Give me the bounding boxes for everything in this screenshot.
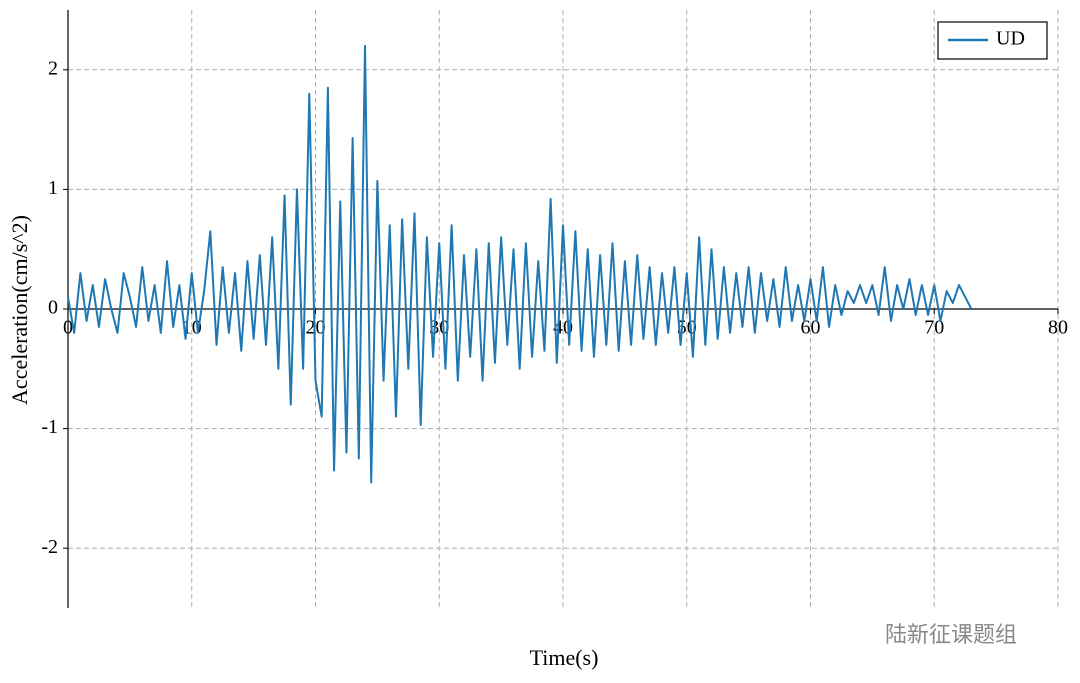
x-tick-label: 70 (924, 317, 944, 339)
y-tick-label: 0 (48, 297, 58, 319)
y-tick-label: -1 (41, 416, 58, 438)
line (67, 44, 973, 484)
legend-label: UD (996, 28, 1025, 50)
y-tick-label: 1 (48, 177, 58, 199)
x-tick-label: 80 (1048, 317, 1068, 339)
x-tick-label: 20 (306, 317, 326, 339)
y-tick-label: 2 (48, 57, 58, 79)
x-tick-label: 60 (801, 317, 821, 339)
y-tick-label: -2 (41, 536, 58, 558)
y-axis-label: Acceleration(cm/s^2) (7, 215, 32, 405)
x-axis-label: Time(s) (530, 645, 599, 670)
watermark: 陆新征课题组 (885, 623, 1017, 648)
